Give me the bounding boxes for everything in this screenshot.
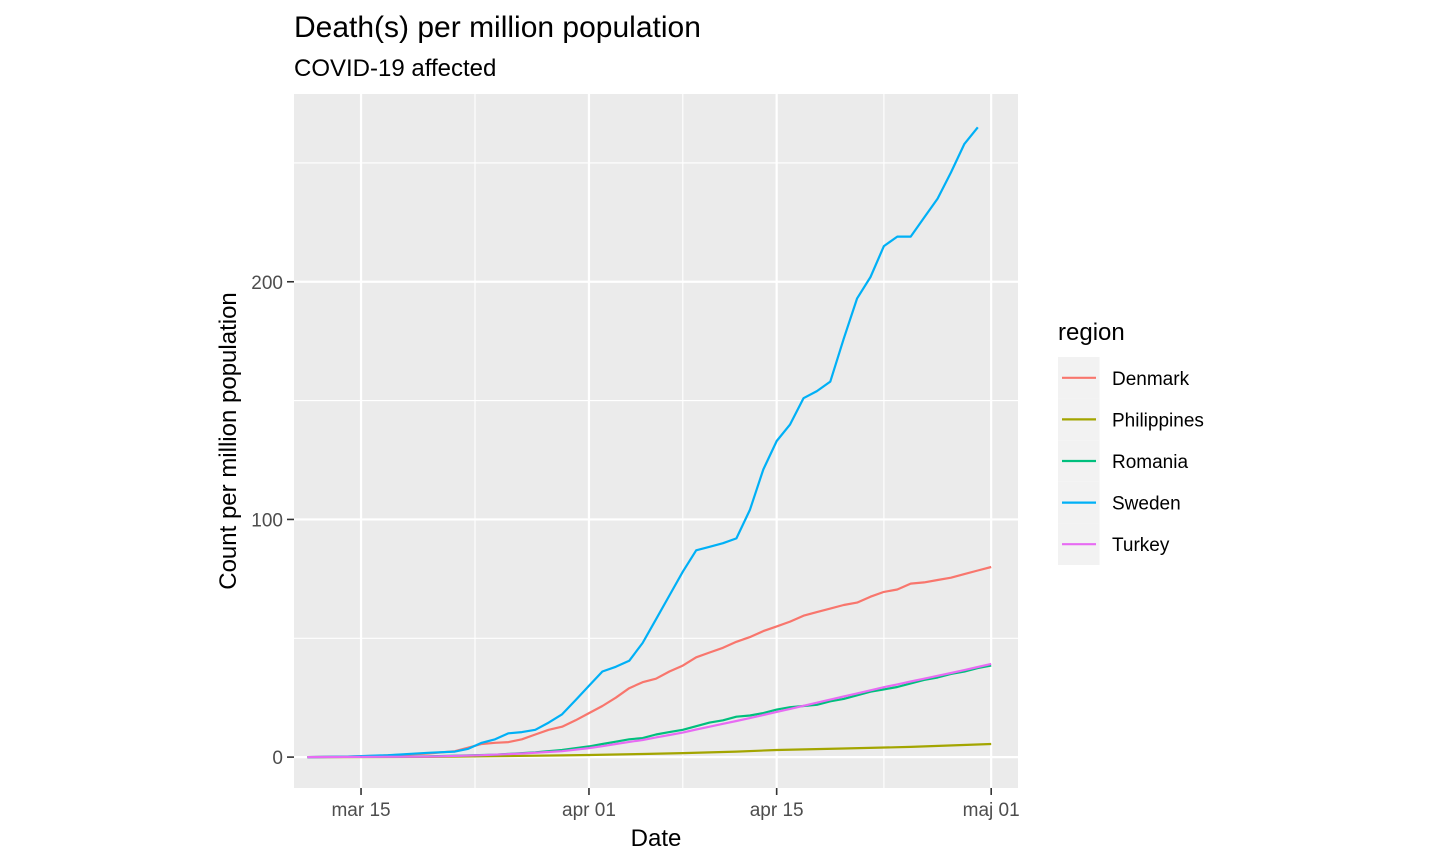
series-line-turkey <box>307 662 992 759</box>
x-tick-label: mar 15 <box>331 800 390 821</box>
minor-gridlines <box>294 94 1018 788</box>
x-axis-title: Date <box>631 825 682 852</box>
series-line-denmark <box>307 565 992 759</box>
legend-label-denmark: Denmark <box>1112 369 1190 390</box>
plot-panel <box>294 94 1018 788</box>
y-tick-label: 100 <box>251 510 283 531</box>
x-tick-label: apr 15 <box>750 800 804 821</box>
chart-title: Death(s) per million population <box>294 11 701 44</box>
major-gridlines <box>294 94 1018 788</box>
x-tick-label: maj 01 <box>963 800 1020 821</box>
x-tick-label: apr 01 <box>562 800 616 821</box>
series-line-romania <box>307 664 992 759</box>
series-line-philippines <box>307 742 992 759</box>
legend-label-sweden: Sweden <box>1112 494 1181 515</box>
legend-title: region <box>1058 319 1125 346</box>
y-tick-label: 200 <box>251 273 283 294</box>
legend-label-romania: Romania <box>1112 452 1188 473</box>
y-axis-title: Count per million population <box>215 292 242 590</box>
series-line-sweden <box>307 126 979 759</box>
legend-label-turkey: Turkey <box>1112 535 1170 556</box>
legend-label-philippines: Philippines <box>1112 410 1204 431</box>
series-lines <box>307 126 992 759</box>
x-axis: mar 15 apr 01 apr 15 maj 01 <box>331 788 1020 821</box>
legend: region Denmark Philippines Romania Sweden Tu… <box>1058 319 1204 565</box>
y-tick-label: 0 <box>272 748 283 769</box>
chart-subtitle: COVID-19 affected <box>294 55 496 82</box>
y-axis: 0 100 200 <box>251 273 294 769</box>
